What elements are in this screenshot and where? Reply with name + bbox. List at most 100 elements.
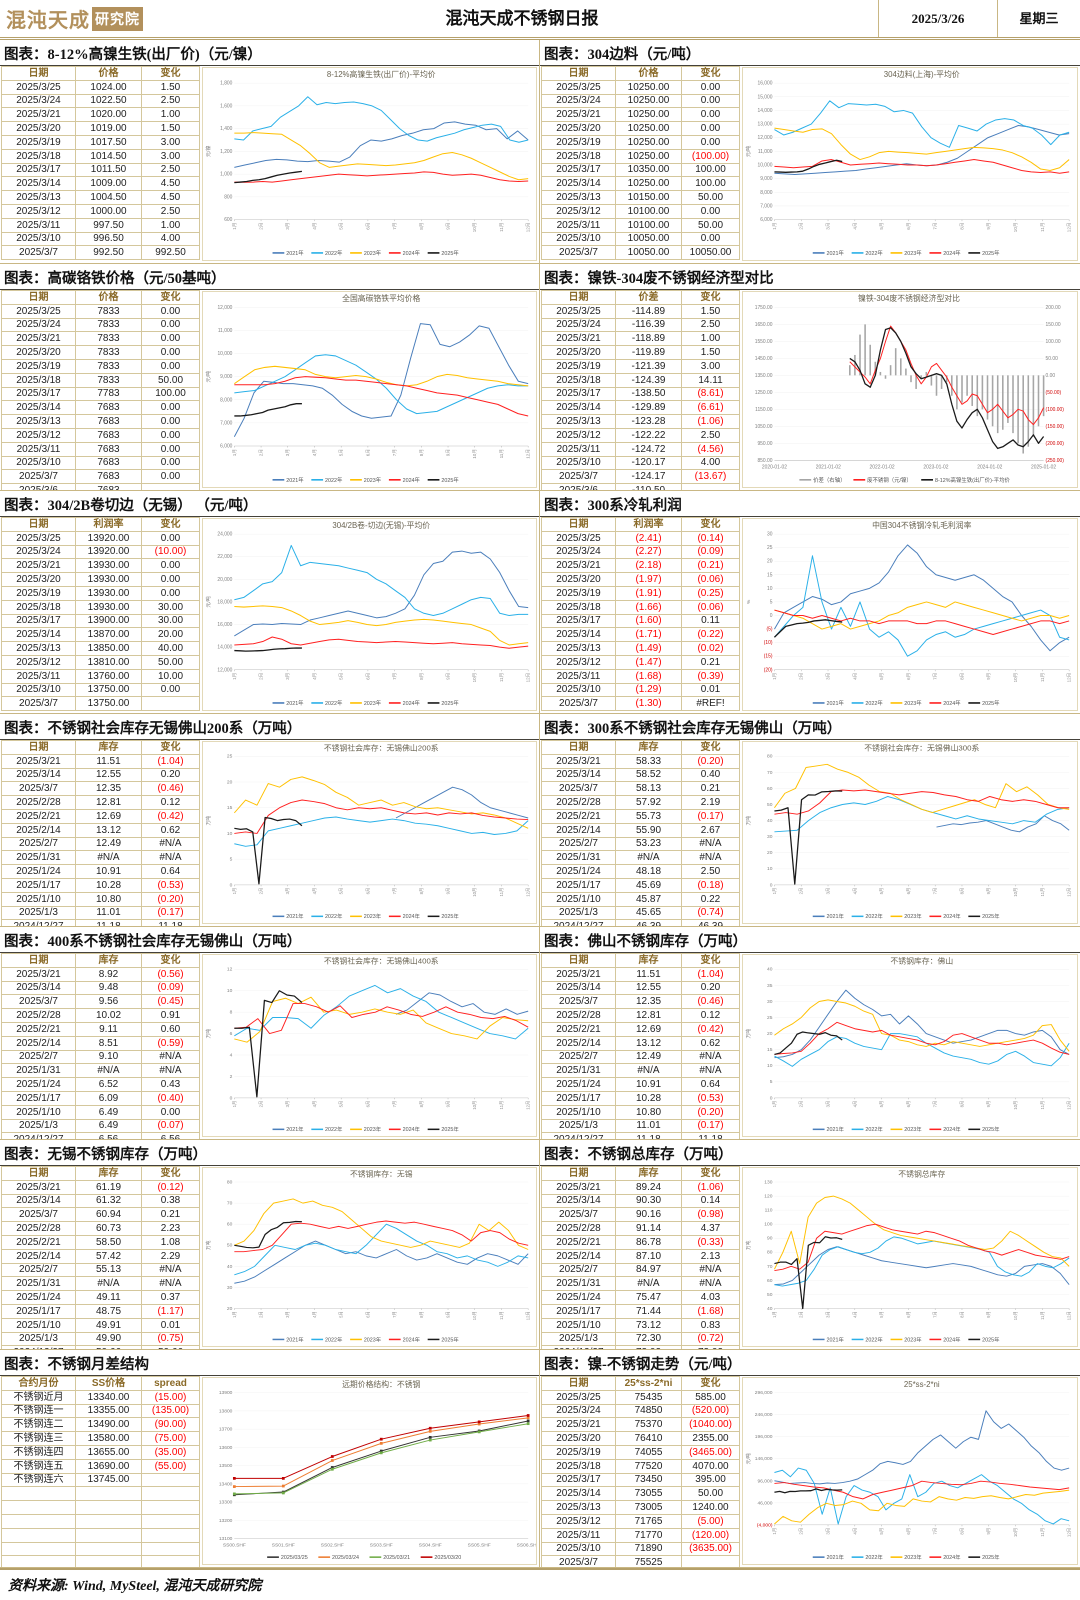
panel-title: 图表：无锡不锈钢库存（万吨） <box>0 1140 539 1166</box>
svg-text:7月: 7月 <box>392 673 398 680</box>
svg-text:2月: 2月 <box>799 1101 805 1108</box>
svg-text:1750.00: 1750.00 <box>755 305 773 311</box>
report-weekday: 星期三 <box>1019 11 1059 26</box>
table-row: 2025/2/21 86.78 (0.33) <box>541 1234 740 1250</box>
col-header: 利润率 <box>75 517 142 532</box>
svg-text:SS05.SHF: SS05.SHF <box>468 1542 491 1548</box>
svg-text:2025年: 2025年 <box>982 1335 1000 1343</box>
svg-text:5月: 5月 <box>879 1311 885 1318</box>
svg-text:SS06.SHF: SS06.SHF <box>517 1542 536 1548</box>
svg-text:(15): (15) <box>764 654 773 660</box>
table-row: 2025/3/17 7783 100.00 <box>1 386 200 402</box>
svg-text:1月: 1月 <box>232 673 238 680</box>
table-row: 2024/12/27 11.18 11.18 <box>1 919 200 926</box>
svg-text:60: 60 <box>227 1222 233 1228</box>
panel-title: 图表：304边料（元/吨） <box>540 40 1080 66</box>
col-header: 日期 <box>1 517 76 532</box>
svg-text:246,000: 246,000 <box>755 1412 773 1418</box>
col-header: 变化 <box>681 1376 740 1391</box>
svg-text:10月: 10月 <box>1013 1311 1019 1320</box>
table-row: 2025/1/10 49.91 0.01 <box>1 1317 200 1333</box>
svg-text:2025年: 2025年 <box>441 912 459 920</box>
svg-text:120: 120 <box>764 1194 773 1200</box>
svg-text:4月: 4月 <box>852 223 858 230</box>
svg-text:4月: 4月 <box>852 673 858 680</box>
svg-text:15: 15 <box>767 572 773 578</box>
table-row: 2025/2/21 12.69 (0.42) <box>541 1021 740 1037</box>
svg-text:3月: 3月 <box>825 1311 831 1318</box>
svg-text:40: 40 <box>227 1264 233 1270</box>
svg-text:2月: 2月 <box>799 1311 805 1318</box>
svg-text:2021年: 2021年 <box>286 476 304 484</box>
panel-title: 图表：不锈钢社会库存无锡佛山200系（万吨） <box>0 714 539 740</box>
col-header: 日期 <box>1 953 76 968</box>
svg-text:11月: 11月 <box>499 888 505 897</box>
table-row: 2025/3/19 (1.91) (0.25) <box>541 585 740 601</box>
table-row: 2025/1/17 45.69 (0.18) <box>541 877 740 893</box>
svg-text:9月: 9月 <box>986 1528 992 1535</box>
table-row: 2025/1/17 10.28 (0.53) <box>1 877 200 893</box>
svg-text:60: 60 <box>767 786 773 792</box>
data-table: 日期 库存 变化 2025/3/21 58.33 (0.20) 2025/3/14 58.52… <box>541 740 740 926</box>
svg-text:元/镍: 元/镍 <box>205 146 212 158</box>
svg-text:5月: 5月 <box>339 223 345 230</box>
svg-text:10月: 10月 <box>472 1101 478 1110</box>
svg-text:30: 30 <box>767 532 773 538</box>
col-header: 日期 <box>1 740 76 755</box>
svg-text:12,000: 12,000 <box>217 305 232 311</box>
svg-text:7月: 7月 <box>933 673 939 680</box>
table-row: 2025/3/25 10250.00 0.00 <box>541 79 740 95</box>
data-table: 日期 价差 变化 2025/3/25 -114.89 1.50 2025/3/24 -116.… <box>541 290 740 490</box>
report-header: 混沌天成 研究院 混沌天成不锈钢日报 2025/3/26 星期三 <box>0 0 1080 40</box>
line-chart: 304/2B卷-切边(无锡)-平均价 24,000 22,000 20,000 18,0… <box>202 518 537 711</box>
svg-text:2022年: 2022年 <box>325 1125 343 1133</box>
table-row: 2025/3/19 -121.39 3.00 <box>541 358 740 374</box>
svg-text:4月: 4月 <box>312 449 318 456</box>
table-row: 2025/3/18 77520 4070.00 <box>541 1458 740 1474</box>
svg-text:14,000: 14,000 <box>217 645 232 651</box>
table-row: 2025/3/21 (2.18) (0.21) <box>541 558 740 574</box>
svg-text:1,600: 1,600 <box>220 103 232 109</box>
svg-text:12月: 12月 <box>526 449 532 459</box>
svg-text:2022年: 2022年 <box>865 1125 883 1133</box>
table-row: 2025/3/20 13930.00 0.00 <box>1 572 200 587</box>
svg-text:2025年: 2025年 <box>982 249 1000 257</box>
svg-text:2023年: 2023年 <box>364 699 382 707</box>
svg-text:2024年: 2024年 <box>943 699 961 707</box>
col-header: 日期 <box>1 290 76 305</box>
col-header: 变化 <box>681 1166 740 1181</box>
panel-14: 图表：镍-不锈钢走势（元/吨） 日期 25*ss-2*ni 变化 2025/3/25 75… <box>540 1350 1080 1568</box>
brand-logo-text: 混沌天成 <box>6 10 90 32</box>
svg-text:6月: 6月 <box>365 1101 371 1108</box>
table-row: 2025/3/25 13920.00 0.00 <box>1 530 200 546</box>
table-row: 2025/3/17 13900.00 30.00 <box>1 613 200 629</box>
svg-text:11月: 11月 <box>1040 1101 1046 1110</box>
line-chart: 不锈钢社会库存：无锡佛山200系 25 20 15 10 5 0 万吨 1月 2月 3月 4月 5月 6月… <box>202 741 537 924</box>
table-row: 2025/2/14 13.12 0.62 <box>1 822 200 838</box>
svg-text:9,000: 9,000 <box>220 374 232 380</box>
svg-text:46,000: 46,000 <box>757 1500 772 1506</box>
data-table: 日期 利润率 变化 2025/3/25 (2.41) (0.14) 2025/3/24 (2.… <box>541 517 740 712</box>
svg-text:10月: 10月 <box>1013 673 1019 683</box>
svg-text:6月: 6月 <box>365 1311 371 1318</box>
svg-text:12月: 12月 <box>526 1101 532 1110</box>
svg-text:1月: 1月 <box>232 1101 238 1108</box>
svg-text:4: 4 <box>230 1053 233 1059</box>
table-row: 2024/12/2750.6650.66 <box>1 1345 200 1349</box>
table-row: 不锈钢连四 13655.00 (35.00) <box>1 1444 200 1460</box>
svg-text:SS03.SHF: SS03.SHF <box>370 1542 393 1548</box>
svg-text:20: 20 <box>767 1031 773 1037</box>
line-chart: 不锈钢社会库存：无锡佛山300系 80 70 60 50 40 30 20 10 0 万吨 1月 2月 3… <box>742 741 1078 924</box>
svg-text:2024年: 2024年 <box>943 1125 961 1133</box>
svg-text:2021年: 2021年 <box>286 699 304 707</box>
svg-text:12,000: 12,000 <box>217 667 232 673</box>
svg-text:2025-01-02: 2025-01-02 <box>1031 464 1056 470</box>
table-row: 2025/3/7 992.50 992.50 <box>1 245 200 261</box>
line-chart: 8-12%高镍生铁(出厂价)-平均价 1,800 1,600 1,400 1,200 1,… <box>202 67 537 261</box>
table-row: 2025/1/10 73.12 0.83 <box>541 1317 740 1333</box>
svg-text:2023年: 2023年 <box>904 1553 922 1561</box>
panel-8: 图表：300系不锈钢社会库存无锡佛山（万吨） 日期 库存 变化 2025/3/21 58.… <box>540 714 1080 927</box>
svg-text:25: 25 <box>227 754 233 760</box>
data-table: 日期 价格 变化 2025/3/25 1024.00 1.50 2025/3/24 1022.… <box>1 66 200 261</box>
panel-title: 图表：不锈钢总库存（万吨） <box>540 1140 1080 1166</box>
